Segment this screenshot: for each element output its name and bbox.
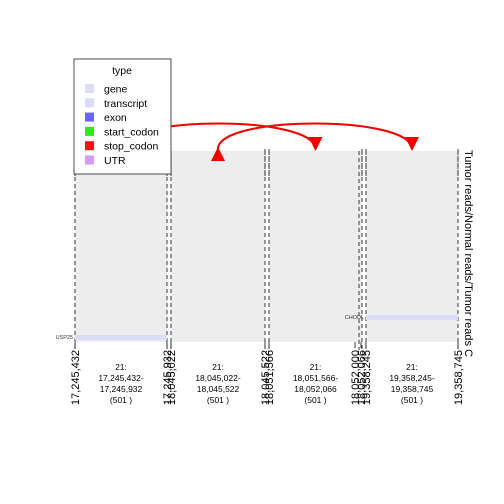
panel-background — [269, 151, 362, 342]
panel-range-label: 21: — [310, 362, 322, 372]
legend-swatch — [85, 98, 94, 108]
axis-tick-label: 18,045,522 — [260, 350, 272, 405]
legend-label: stop_codon — [104, 141, 158, 153]
panel-range-label: 18,045,022- — [195, 373, 241, 383]
panel-range-label: 18,051,566- — [293, 373, 339, 383]
legend: type gene transcript exon start_codon stop_co… — [73, 58, 172, 175]
panel-range-label: 18,045,522 — [197, 384, 240, 394]
panel-range-label: 21: — [406, 362, 418, 372]
panel-layer — [74, 149, 459, 350]
axis-tick-label: 18,052,000 — [350, 350, 362, 405]
legend-label: transcript — [104, 98, 147, 110]
legend-label: start_codon — [104, 126, 159, 138]
legend-swatch — [85, 141, 94, 151]
panel-range-label: 21: — [115, 362, 127, 372]
axis-tick-label: 18,051,566 — [264, 350, 276, 405]
gene-transcript-bar — [75, 335, 167, 340]
legend-swatch — [85, 155, 94, 165]
panel-range-label: (501 ) — [304, 395, 326, 405]
axis-tick-label: 18,045,022 — [166, 350, 178, 405]
legend-label: exon — [104, 112, 127, 124]
axis-tick-label: 19,358,745 — [453, 350, 465, 405]
track-label: Tumor reads/Normal reads/Tumor reads C — [462, 150, 474, 357]
gene-label: CHODL — [345, 315, 364, 321]
panel-range-label: (501 ) — [207, 395, 229, 405]
panel-background — [171, 151, 265, 342]
legend-label: gene — [104, 84, 128, 96]
axis-tick-label: 17,245,932 — [162, 350, 174, 405]
link-arc — [210, 122, 419, 162]
gene-label: USP25 — [56, 335, 73, 341]
legend-swatch — [85, 112, 94, 122]
panel-background — [366, 151, 458, 342]
panel-range-label: 17,245,432- — [98, 373, 144, 383]
panel-range-label: (501 ) — [110, 395, 132, 405]
axis-tick-label: 19,358,245 — [361, 350, 373, 405]
panel-range-label: (501 ) — [401, 395, 423, 405]
legend-swatch — [85, 84, 94, 93]
panel-range-label: 19,358,245- — [389, 373, 435, 383]
axis-tick-label: 17,245,432 — [70, 350, 82, 405]
gene-transcript-bar — [366, 315, 458, 320]
legend-title: type — [112, 65, 132, 77]
panel-background — [75, 151, 167, 342]
axis-tick-label: 18,052,066 — [356, 350, 368, 405]
legend-label: UTR — [104, 155, 126, 167]
panel-range-label: 19,358,745 — [391, 384, 434, 394]
gene-layer: USP25 CHODL — [56, 315, 458, 341]
panel-range-label: 18,052,066 — [294, 384, 337, 394]
panel-range-label: 17,245,932 — [100, 384, 143, 394]
legend-swatch — [85, 126, 94, 136]
panel-range-label: 21: — [212, 362, 224, 372]
